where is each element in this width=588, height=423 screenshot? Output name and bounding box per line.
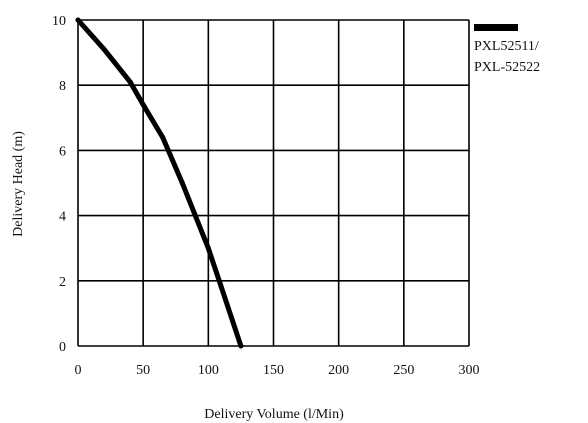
data-point	[218, 284, 224, 290]
chart-grid	[77, 19, 470, 347]
x-tick-labels: 0 50 100 150 200 250 300	[75, 363, 480, 378]
chart-series	[75, 17, 244, 349]
legend-label-line-2: PXL-52522	[474, 60, 540, 75]
data-point	[75, 17, 81, 23]
data-point	[140, 102, 146, 108]
y-tick-label: 8	[59, 79, 66, 94]
y-tick-labels: 0 2 4 6 8 10	[52, 14, 66, 355]
y-tick-label: 10	[52, 14, 66, 29]
y-tick-label: 2	[59, 275, 66, 290]
legend-label-line-1: PXL52511/	[474, 39, 539, 54]
y-tick-label: 6	[59, 144, 66, 159]
x-tick-label: 300	[459, 363, 480, 378]
data-point	[231, 323, 237, 329]
data-point	[205, 245, 211, 251]
legend: PXL52511/ PXL-52522	[474, 24, 540, 75]
x-tick-label: 200	[328, 363, 349, 378]
data-point	[238, 343, 244, 349]
legend-swatch	[474, 24, 518, 31]
data-point	[179, 180, 185, 186]
x-tick-label: 0	[75, 363, 82, 378]
x-axis-label: Delivery Volume (l/Min)	[204, 407, 344, 422]
data-point	[127, 79, 133, 85]
x-tick-label: 100	[198, 363, 219, 378]
data-point	[160, 134, 166, 140]
y-tick-label: 4	[59, 210, 66, 225]
x-tick-label: 250	[393, 363, 414, 378]
data-point	[101, 46, 107, 52]
x-tick-label: 50	[136, 363, 150, 378]
y-tick-label: 0	[59, 340, 66, 355]
x-tick-label: 150	[263, 363, 284, 378]
series-line	[75, 17, 244, 349]
y-axis-label: Delivery Head (m)	[11, 131, 26, 237]
